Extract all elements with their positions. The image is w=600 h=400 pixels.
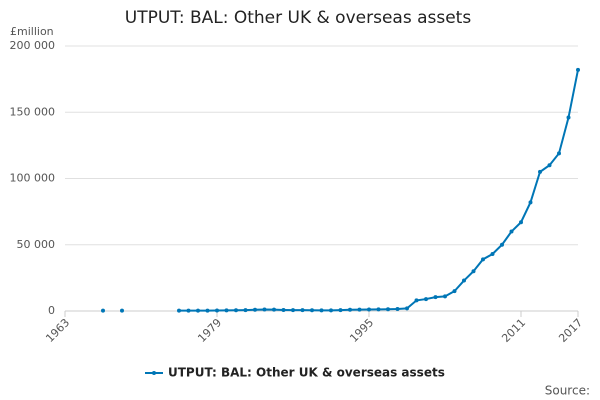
- data-point: [319, 308, 324, 313]
- data-point: [224, 308, 229, 313]
- data-point: [462, 278, 466, 283]
- data-point: [509, 229, 514, 234]
- data-point: [490, 252, 495, 257]
- data-point: [576, 67, 580, 72]
- x-tick-label: 2017: [556, 316, 585, 345]
- data-point: [243, 308, 248, 313]
- data-point: [538, 169, 542, 174]
- data-point: [234, 308, 238, 313]
- data-point: [300, 308, 305, 313]
- data-point: [547, 163, 552, 168]
- data-point: [262, 307, 267, 312]
- data-point: [452, 289, 457, 294]
- y-tick-label: 50 000: [17, 238, 56, 251]
- data-point: [357, 307, 362, 312]
- data-point: [519, 220, 523, 225]
- y-tick-label: 100 000: [10, 172, 56, 185]
- data-point: [433, 295, 438, 300]
- data-point: [120, 308, 124, 313]
- x-tick-label: 1995: [347, 316, 376, 345]
- series-line: [179, 69, 579, 312]
- data-point: [338, 308, 343, 313]
- x-tick-label: 1979: [195, 316, 224, 345]
- y-tick-label: 0: [48, 304, 55, 317]
- data-point: [272, 307, 276, 312]
- data-point: [367, 307, 371, 312]
- data-point: [405, 306, 409, 311]
- data-point: [253, 307, 257, 312]
- data-point: [557, 151, 561, 156]
- legend-label: UTPUT: BAL: Other UK & overseas assets: [168, 366, 445, 380]
- data-point: [186, 308, 191, 313]
- x-tick-label: 1963: [43, 316, 72, 345]
- data-point: [205, 308, 210, 313]
- data-point: [395, 307, 400, 312]
- data-point: [376, 307, 381, 312]
- data-point: [310, 308, 314, 313]
- y-tick-label: 200 000: [10, 39, 56, 52]
- data-point: [281, 307, 286, 312]
- source: Source:: [545, 384, 590, 398]
- x-tick-label: 2011: [499, 316, 528, 345]
- data-point: [566, 115, 571, 120]
- data-point: [215, 308, 219, 313]
- data-point: [291, 308, 295, 313]
- data-point: [443, 294, 447, 299]
- data-point: [177, 308, 181, 313]
- data-point: [101, 308, 105, 313]
- data-point: [386, 307, 390, 312]
- data-point: [424, 297, 428, 302]
- data-point: [196, 308, 200, 313]
- chart-title: UTPUT: BAL: Other UK & overseas assets: [125, 8, 472, 28]
- data-point: [481, 257, 485, 262]
- data-point: [471, 269, 476, 274]
- data-point: [528, 200, 533, 205]
- legend-marker: [152, 371, 156, 375]
- data-point: [348, 307, 352, 312]
- data-point: [500, 242, 504, 247]
- y-tick-label: 150 000: [10, 105, 56, 118]
- y-axis-label: £million: [10, 25, 54, 38]
- data-point: [414, 298, 419, 303]
- data-point: [329, 308, 333, 313]
